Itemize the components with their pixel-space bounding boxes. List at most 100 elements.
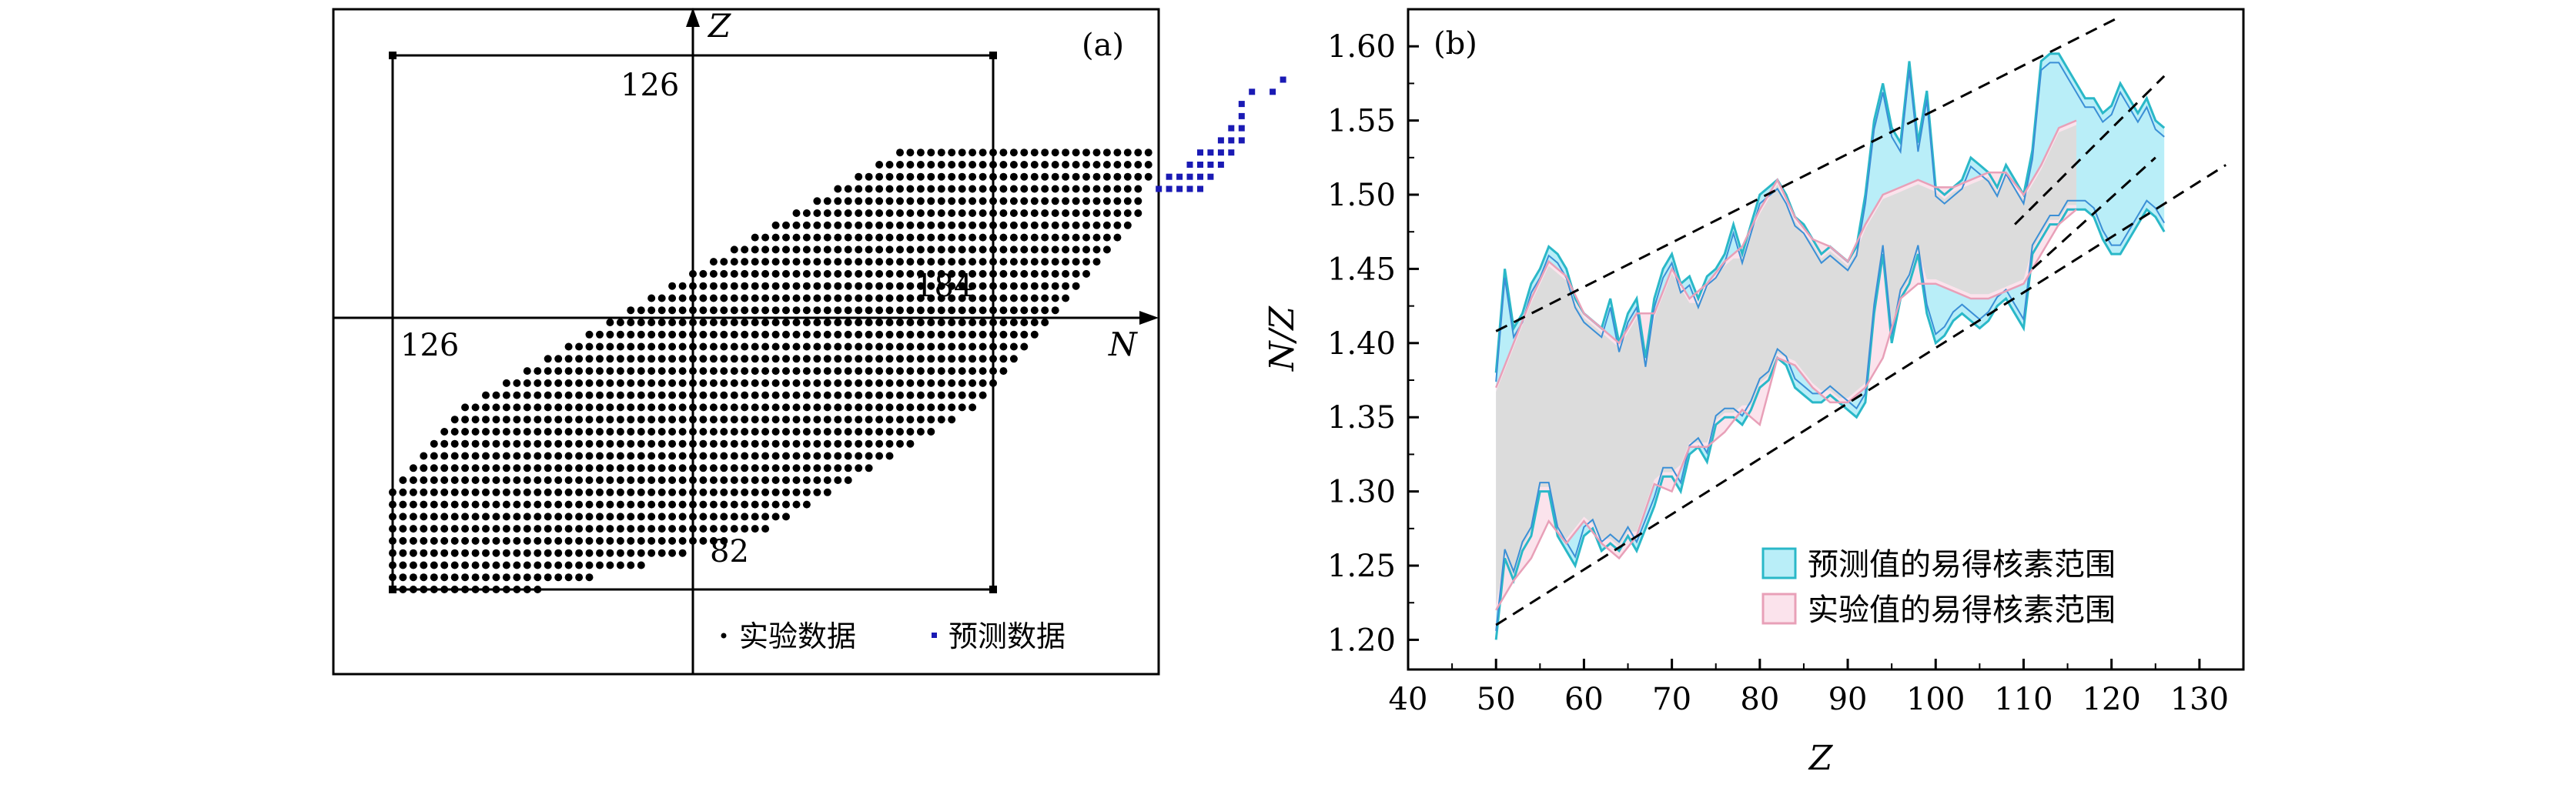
experimental-point: [844, 342, 852, 351]
experimental-point: [647, 306, 656, 315]
experimental-point: [979, 221, 987, 229]
experimental-point: [596, 500, 604, 509]
experimental-point: [502, 379, 510, 387]
experimental-point: [564, 403, 573, 412]
experimental-point: [761, 258, 770, 266]
experimental-point: [989, 269, 997, 278]
experimental-point: [523, 586, 531, 593]
experimental-point: [1051, 245, 1059, 254]
experimental-point: [627, 428, 635, 436]
experimental-point: [802, 306, 811, 315]
experimental-point: [554, 355, 563, 363]
experimental-point: [668, 282, 677, 290]
experimental-point: [948, 209, 956, 217]
experimental-point: [544, 428, 552, 436]
experimental-point: [751, 258, 759, 266]
experimental-point: [865, 428, 873, 436]
experimental-point: [751, 355, 759, 363]
experimental-point: [668, 294, 677, 302]
experimental-point: [554, 488, 563, 496]
experimental-point: [544, 464, 552, 472]
experimental-point: [492, 573, 500, 582]
experimental-point: [1030, 197, 1039, 205]
experimental-point: [606, 355, 614, 363]
experimental-point: [689, 525, 697, 533]
experimental-point: [999, 149, 1008, 157]
experimental-point: [999, 161, 1008, 169]
experimental-point: [657, 476, 666, 484]
experimental-point: [554, 391, 563, 399]
experimental-point: [782, 513, 790, 521]
experimental-point: [906, 319, 915, 326]
experimental-point: [865, 197, 873, 205]
experimental-point: [554, 439, 563, 448]
legend-b-exp-swatch: [1761, 593, 1797, 625]
x-tick-label: 60: [1564, 682, 1604, 717]
experimental-point: [741, 269, 749, 278]
experimental-point: [855, 464, 863, 472]
experimental-point: [927, 185, 935, 193]
experimental-point: [689, 355, 697, 363]
experimental-point: [482, 403, 490, 412]
experimental-point: [948, 319, 956, 326]
experimental-point: [1082, 269, 1090, 278]
experimental-point: [906, 282, 915, 290]
experimental-point: [720, 428, 728, 436]
experimental-point: [627, 416, 635, 424]
experimental-point: [627, 513, 635, 521]
experimental-point: [802, 464, 811, 472]
experimental-point: [616, 355, 624, 363]
y-tick-label: 1.25: [1327, 549, 1396, 584]
experimental-point: [730, 379, 738, 387]
experimental-point: [440, 500, 449, 509]
experimental-point: [989, 319, 997, 326]
experimental-point: [678, 525, 687, 533]
experimental-point: [564, 573, 573, 582]
experimental-point: [999, 355, 1008, 363]
experimental-point: [999, 172, 1008, 181]
experimental-point: [596, 549, 604, 557]
experimental-point: [761, 391, 770, 399]
experimental-point: [513, 464, 521, 472]
experimental-point: [855, 269, 863, 278]
experimental-point: [948, 416, 956, 424]
experimental-point: [450, 536, 459, 545]
experimental-point: [596, 452, 604, 460]
experimental-point: [958, 294, 966, 302]
experimental-point: [420, 500, 428, 509]
experimental-point: [678, 549, 687, 557]
experimental-point: [657, 416, 666, 424]
experimental-point: [875, 258, 884, 266]
experimental-point: [896, 282, 904, 290]
experimental-point: [782, 342, 790, 351]
experimental-point: [823, 476, 831, 484]
experimental-point: [834, 403, 842, 412]
experimental-point: [502, 403, 510, 412]
experimental-point: [927, 161, 935, 169]
experimental-point: [523, 403, 531, 412]
experimental-point: [554, 476, 563, 484]
experimental-point: [657, 330, 666, 339]
experimental-point: [792, 258, 801, 266]
experimental-point: [471, 416, 480, 424]
experimental-point: [627, 452, 635, 460]
experimental-point: [948, 282, 956, 290]
experimental-point: [1030, 221, 1039, 229]
experimental-point: [865, 233, 873, 242]
experimental-point: [1092, 149, 1101, 157]
dashed-trend-line: [2014, 75, 2166, 225]
experimental-point: [1102, 209, 1111, 217]
experimental-point: [668, 525, 677, 533]
experimental-point: [678, 439, 687, 448]
experimental-point: [927, 403, 935, 412]
experimental-point: [834, 355, 842, 363]
experimental-point: [1113, 221, 1122, 229]
experimental-point: [523, 428, 531, 436]
predicted-point: [1238, 125, 1245, 132]
experimental-point: [1030, 258, 1039, 266]
experimental-point: [1030, 282, 1039, 290]
experimental-point: [657, 294, 666, 302]
predicted-point: [1207, 162, 1214, 168]
experimental-point: [544, 355, 552, 363]
experimental-point: [461, 464, 470, 472]
